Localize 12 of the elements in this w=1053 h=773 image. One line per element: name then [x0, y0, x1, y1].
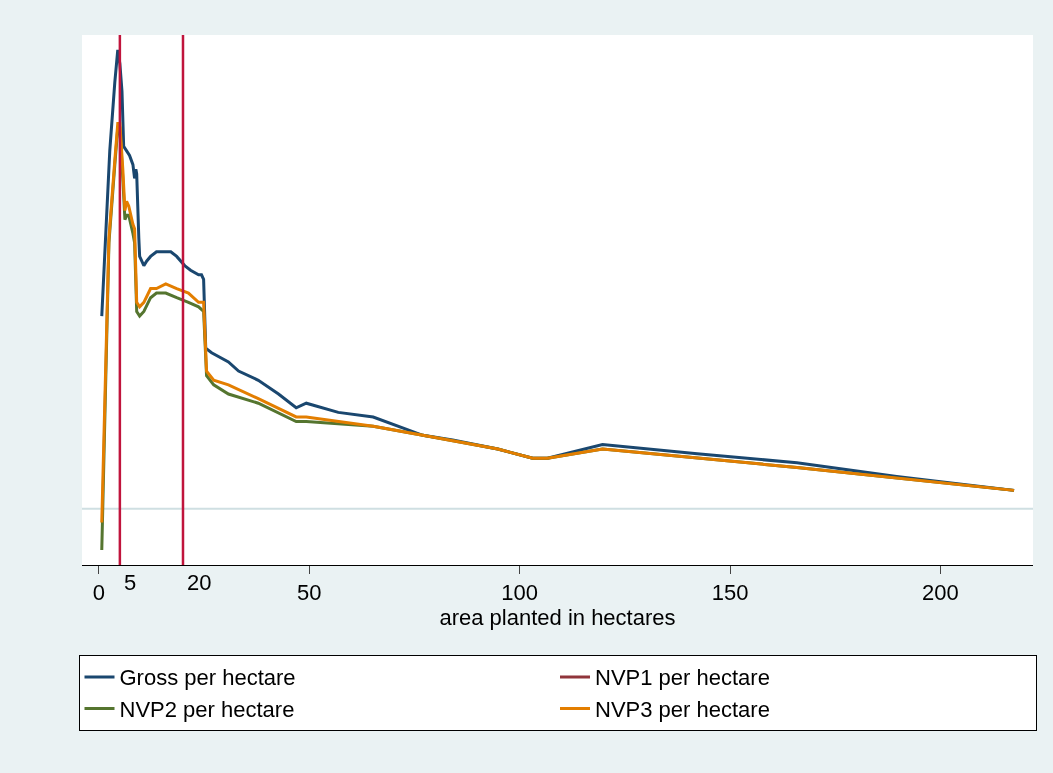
legend-label: NVP3 per hectare — [595, 697, 770, 723]
x-tick-label: 50 — [296, 580, 322, 606]
x-tick-label: 150 — [711, 580, 749, 606]
ref-line-label: 20 — [187, 570, 212, 595]
x-tick-label: 200 — [922, 580, 959, 606]
legend-label: NVP1 per hectare — [595, 665, 770, 691]
x-tick-label: 0 — [92, 580, 105, 606]
legend-label: NVP2 per hectare — [119, 697, 295, 723]
x-axis-title: area planted in hectares — [439, 605, 676, 631]
legend-label: Gross per hectare — [119, 665, 296, 691]
ref-line-label: 5 — [124, 570, 137, 595]
x-tick-label: 100 — [501, 580, 538, 606]
